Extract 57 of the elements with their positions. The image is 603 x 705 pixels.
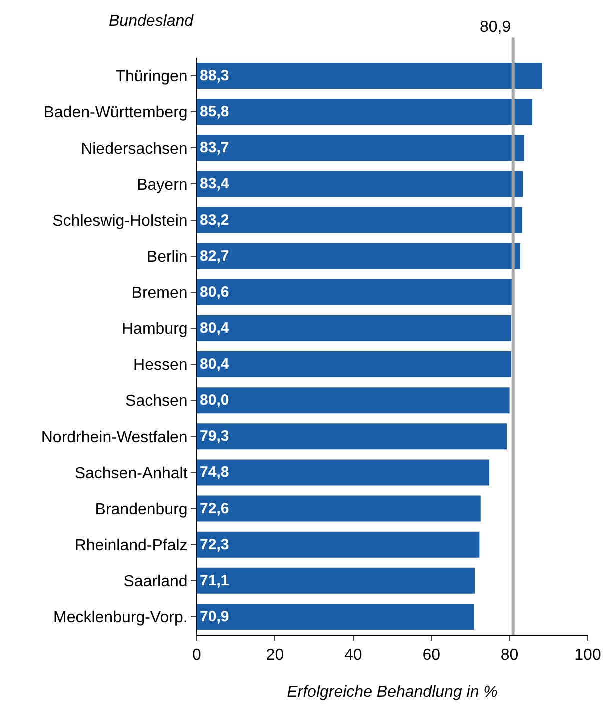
bar: [197, 315, 512, 342]
y-tick-label: Sachsen-Anhalt: [74, 465, 188, 482]
data-label: 79,3: [200, 428, 230, 446]
bar: [197, 496, 481, 522]
y-tick-label: Schleswig-Holstein: [52, 212, 188, 230]
data-label: 85,8: [200, 104, 230, 121]
data-label: 80,0: [200, 392, 230, 410]
data-label: 83,4: [200, 176, 230, 193]
bar: [197, 279, 512, 306]
bar: [197, 171, 524, 198]
y-tick-label: Mecklenburg-Vorp.: [54, 610, 188, 627]
data-label: 80,4: [200, 356, 230, 374]
y-tick-label: Baden-Württemberg: [44, 104, 188, 122]
y-tick-label: Hamburg: [122, 321, 188, 338]
y-tick-label: Hessen: [134, 357, 188, 374]
x-tick-label: 0: [192, 647, 202, 664]
y-tick-label: Bremen: [132, 285, 188, 302]
y-tick-label: Brandenburg: [95, 501, 188, 518]
y-tick-label: Saarland: [124, 574, 188, 591]
y-tick-label: Rheinland-Pfalz: [74, 537, 188, 554]
bar: [197, 604, 474, 630]
data-label: 80,6: [200, 284, 230, 301]
data-label: 80,4: [200, 320, 230, 337]
x-tick-label: 80: [500, 647, 519, 664]
bar: [197, 63, 542, 90]
bar: [197, 135, 524, 162]
x-tick-label: 60: [422, 647, 441, 664]
bar: [197, 352, 512, 378]
data-label: 82,7: [200, 248, 230, 265]
y-tick-label: Sachsen: [126, 393, 188, 410]
ref-line-label: 80,9: [480, 19, 512, 36]
data-label: 72,3: [200, 536, 230, 554]
bar: [197, 460, 490, 486]
data-label: 72,6: [200, 500, 230, 518]
data-label: 74,8: [200, 464, 230, 482]
x-tick-label: 40: [344, 647, 362, 664]
y-tick-label: Berlin: [146, 248, 188, 266]
bar: [197, 424, 508, 450]
x-axis-title: Erfolgreiche Behandlung in %: [287, 684, 498, 701]
y-tick-label: Nordrhein-Westfalen: [41, 429, 188, 446]
data-label: 83,2: [200, 212, 230, 229]
y-axis-title: Bundesland: [109, 13, 195, 30]
y-tick-label: Thüringen: [116, 68, 188, 86]
bar: [197, 207, 522, 234]
data-label: 83,7: [200, 140, 230, 157]
bar: [197, 243, 520, 270]
x-tick-label: 100: [574, 647, 602, 664]
data-label: 88,3: [200, 68, 230, 85]
y-tick-label: Niedersachsen: [81, 140, 188, 158]
data-label: 70,9: [200, 608, 230, 626]
data-label: 71,1: [200, 572, 230, 590]
y-tick-label: Bayern: [137, 176, 188, 194]
x-tick-label: 20: [266, 647, 284, 664]
bar: [197, 568, 475, 594]
bar: [197, 99, 532, 126]
bar: [197, 532, 480, 558]
bar: [197, 388, 510, 414]
